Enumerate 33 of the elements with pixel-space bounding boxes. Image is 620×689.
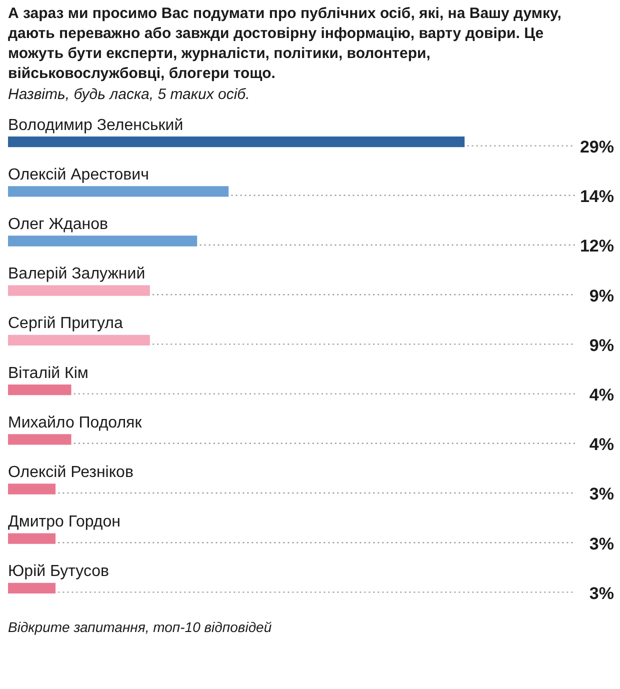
text: Відкрите запитання, топ-10 відповідей — [8, 619, 273, 635]
data-label: 3% — [589, 484, 614, 504]
bar — [8, 384, 72, 396]
y-tick-label: Володимир Зеленський — [8, 116, 184, 134]
bar — [8, 136, 465, 148]
bar — [8, 236, 198, 246]
chart-title: А зараз ми просимо Вас подумати про публічних осіб, які, на Вашу думку, дають переважно або завжди достовірну інформацію, варту довіри. Це можуть бути експерти, журналісти, політики, волонтери, військовослужбовці, блогери тощо. — [8, 4, 562, 84]
y-tick-label: Юрій Бутусов — [8, 563, 110, 580]
bar — [8, 285, 150, 296]
bar — [8, 186, 229, 197]
bar — [8, 582, 56, 594]
bar — [8, 484, 56, 494]
data-label: 4% — [589, 385, 614, 404]
bar — [8, 434, 72, 445]
y-tick-label: Віталій Кім — [8, 364, 88, 382]
data-label: 29% — [580, 137, 614, 156]
y-tick-label: Сергій Притула — [8, 315, 123, 332]
data-label: 3% — [589, 534, 614, 554]
bar — [8, 533, 56, 544]
data-label: 12% — [580, 236, 614, 256]
y-tick-label: Олексій Резніков — [8, 464, 134, 481]
y-tick-label: Олексій Арестович — [8, 166, 149, 184]
bar — [8, 334, 150, 346]
y-tick-label: Олег Жданов — [8, 216, 108, 233]
data-label: 4% — [589, 435, 614, 454]
chart-subtitle: Назвіть, будь ласка, 5 таких осіб. — [8, 86, 251, 103]
y-tick-label: Валерій Залужний — [8, 266, 146, 283]
y-tick-label: Дмитро Гордон — [8, 514, 120, 531]
data-label: 14% — [580, 187, 614, 206]
data-label: 9% — [589, 336, 614, 355]
data-label: 3% — [589, 584, 614, 603]
data-label: 9% — [589, 286, 614, 306]
y-tick-label: Михайло Подоляк — [8, 414, 143, 432]
